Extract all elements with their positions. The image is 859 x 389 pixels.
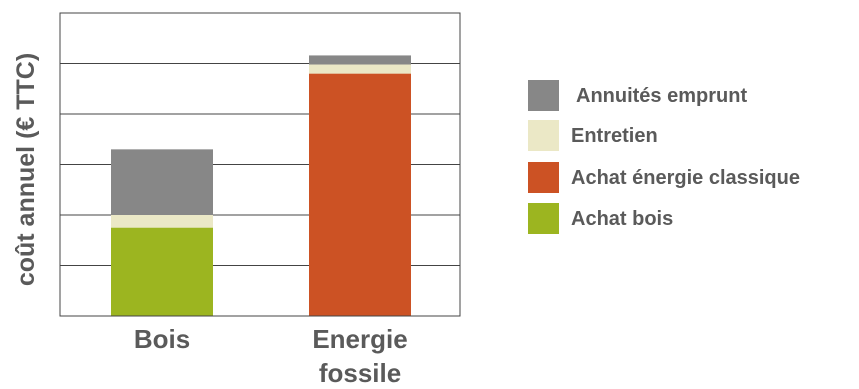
legend-label: Achat énergie classique — [571, 167, 800, 189]
bar-segment — [111, 227, 213, 316]
bar-segment — [309, 73, 411, 316]
x-tick-label: fossile — [319, 358, 401, 388]
bar-segment — [111, 149, 213, 215]
x-tick-label: Bois — [134, 324, 190, 354]
legend-swatch — [528, 80, 559, 111]
bar-segment — [111, 215, 213, 228]
legend-label: Achat bois — [571, 208, 673, 230]
legend-label: Annuités emprunt — [576, 85, 747, 107]
legend: Annuités emprunt Entretien Achat énergie c… — [528, 80, 800, 234]
bar-segment — [309, 55, 411, 65]
bar-segment — [309, 64, 411, 74]
y-axis-label: coût annuel (€ TTC) — [12, 53, 40, 286]
bars — [111, 55, 411, 316]
legend-swatch — [528, 203, 559, 234]
x-axis-labels: Bois Energie fossile — [134, 324, 408, 388]
plot-frame — [59, 12, 461, 317]
x-tick-label: Energie — [312, 324, 407, 354]
legend-label: Entretien — [571, 125, 658, 147]
legend-swatch — [528, 162, 559, 193]
legend-swatch — [528, 120, 559, 151]
